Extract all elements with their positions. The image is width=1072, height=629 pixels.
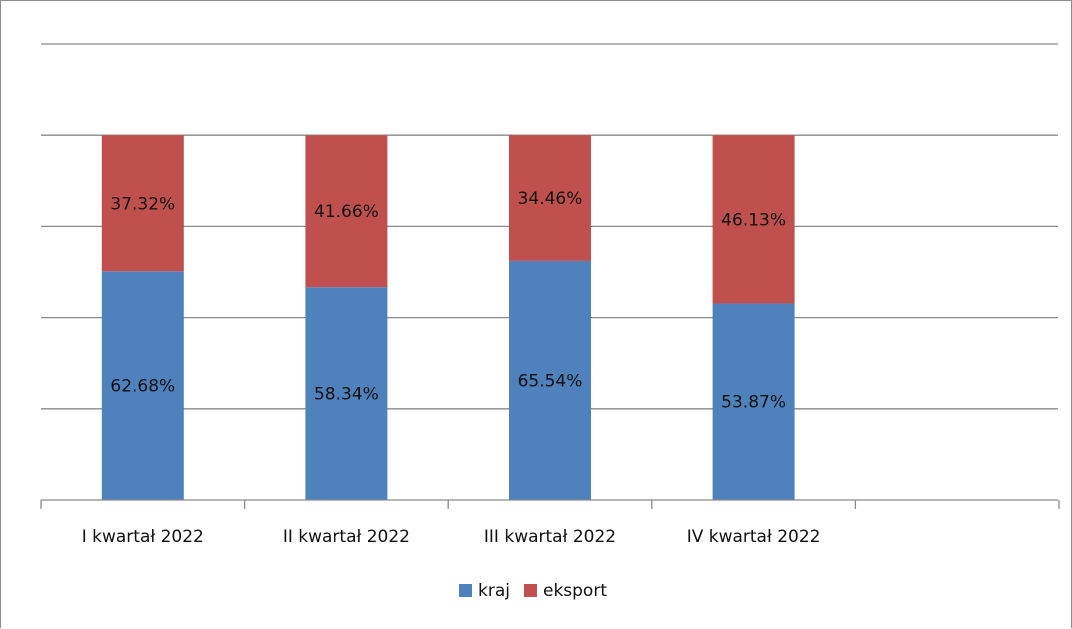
data-label-kraj: 65.54%: [518, 371, 583, 391]
data-label-eksport: 37.32%: [110, 194, 175, 214]
legend-swatch-eksport: [523, 584, 537, 597]
category-label: IV kwartał 2022: [687, 527, 821, 547]
data-label-eksport: 41.66%: [314, 202, 379, 222]
data-label-eksport: 46.13%: [721, 210, 786, 230]
data-label-kraj: 62.68%: [110, 377, 175, 397]
bar-eksport: [305, 135, 388, 288]
bar-eksport: [509, 135, 591, 261]
bar-kraj: [509, 260, 591, 500]
bar-kraj: [305, 287, 388, 500]
legend-label-kraj: kraj: [478, 581, 510, 601]
data-label-eksport: 34.46%: [518, 189, 583, 209]
category-label: I kwartał 2022: [82, 527, 204, 547]
bar-eksport: [712, 135, 795, 304]
legend-label-eksport: eksport: [543, 581, 607, 601]
data-label-kraj: 58.34%: [314, 385, 379, 405]
bar-eksport: [101, 135, 184, 272]
category-label: II kwartał 2022: [283, 527, 410, 547]
bars: [101, 135, 795, 500]
legend-swatch-kraj: [459, 584, 472, 597]
data-labels: 62.68% 37.32% 58.34% 41.66% 65.54% 34.46% 53.8…: [110, 189, 786, 413]
category-label: III kwartał 2022: [484, 527, 616, 547]
legend: kraj eksport: [459, 581, 607, 601]
bar-kraj: [101, 271, 184, 500]
data-label-kraj: 53.87%: [721, 393, 786, 413]
x-axis: I kwartał 2022 II kwartał 2022 III kwartał…: [40, 499, 1060, 547]
bar-kraj: [712, 303, 795, 500]
